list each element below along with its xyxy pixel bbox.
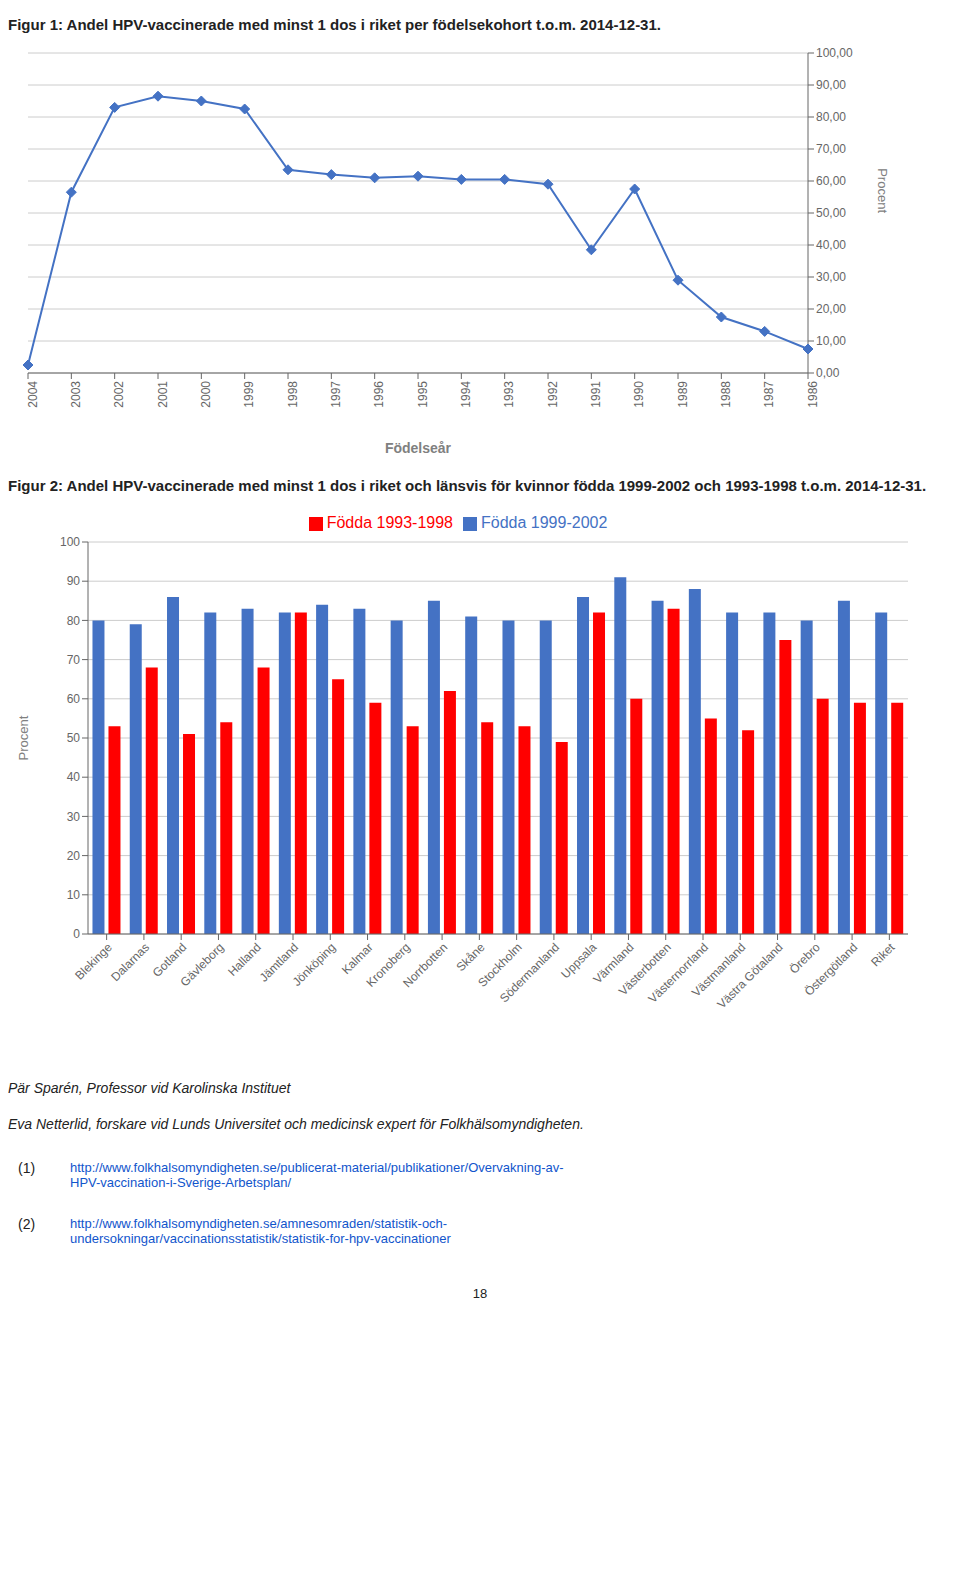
svg-text:Västmanland: Västmanland (689, 940, 749, 1000)
svg-text:1995: 1995 (416, 381, 430, 408)
svg-text:60,00: 60,00 (816, 174, 846, 188)
html-text:18: 18 (472, 1286, 488, 1301)
svg-text:1987: 1987 (762, 381, 776, 408)
svg-text:Procent: Procent (875, 168, 890, 213)
svg-text:Dalarnas: Dalarnas (108, 940, 152, 984)
svg-text:Uppsala: Uppsala (558, 940, 600, 982)
svg-text:2000: 2000 (199, 381, 213, 408)
svg-text:10: 10 (67, 888, 81, 902)
svg-text:40: 40 (67, 770, 81, 784)
svg-text:50: 50 (67, 731, 81, 745)
svg-text:10,00: 10,00 (816, 334, 846, 348)
svg-text:1986: 1986 (806, 381, 820, 408)
svg-text:100: 100 (60, 535, 80, 549)
svg-text:Gotland: Gotland (149, 940, 190, 980)
svg-text:2001: 2001 (156, 381, 170, 408)
svg-text:Örebro: Örebro (787, 940, 824, 977)
svg-text:Västernorrland: Västernorrland (645, 940, 712, 1006)
svg-text:Kronoberg: Kronoberg (363, 940, 413, 990)
svg-text:Födelseår: Födelseår (385, 440, 452, 456)
svg-text:1989: 1989 (676, 381, 690, 408)
html-text:undersokningar/vaccinationssta: undersokningar/vaccinationsstatistik/sta… (70, 1231, 451, 1246)
html-text:Eva Netterlid, forskare vid Lu: Eva Netterlid, forskare vid Lunds Univer… (8, 1116, 584, 1132)
svg-text:100,00: 100,00 (816, 46, 853, 60)
html-text:Födda 1993-1998: Födda 1993-1998 (326, 514, 453, 531)
svg-text:1998: 1998 (286, 381, 300, 408)
svg-text:Jämtland: Jämtland (256, 940, 302, 985)
svg-text:Jönköping: Jönköping (290, 940, 339, 989)
html-text:(2): (2) (18, 1216, 36, 1232)
svg-text:30: 30 (67, 810, 81, 824)
svg-text:Halland: Halland (225, 940, 264, 979)
svg-text:2004: 2004 (26, 381, 40, 408)
svg-text:50,00: 50,00 (816, 206, 846, 220)
svg-text:Västra Götaland: Västra Götaland (714, 940, 785, 1011)
svg-text:20,00: 20,00 (816, 302, 846, 316)
html-text:http://www.folkhalsomyndighete: http://www.folkhalsomyndigheten.se/publi… (70, 1160, 564, 1175)
html-text:Pär Sparén, Professor vid Karo: Pär Sparén, Professor vid Karolinska Ins… (8, 1080, 291, 1096)
svg-text:Riket: Riket (868, 940, 898, 970)
svg-text:1999: 1999 (242, 381, 256, 408)
svg-text:1993: 1993 (502, 381, 516, 408)
svg-text:Skåne: Skåne (454, 940, 488, 974)
html-text:HPV-vaccination-i-Sverige-Arbe: HPV-vaccination-i-Sverige-Arbetsplan/ (70, 1175, 292, 1190)
svg-text:1992: 1992 (546, 381, 560, 408)
svg-text:Västerbotten: Västerbotten (615, 940, 674, 999)
svg-text:Kalmar: Kalmar (339, 940, 376, 977)
svg-text:80: 80 (67, 614, 81, 628)
svg-text:1991: 1991 (589, 381, 603, 408)
svg-text:1997: 1997 (329, 381, 343, 408)
html-text:(1): (1) (18, 1160, 36, 1176)
svg-text:20: 20 (67, 849, 81, 863)
svg-text:70: 70 (67, 653, 81, 667)
svg-text:Norrbotten: Norrbotten (400, 940, 450, 990)
html-text:http://www.folkhalsomyndighete: http://www.folkhalsomyndigheten.se/amnes… (70, 1216, 448, 1231)
html-text:Födda 1999-2002: Födda 1999-2002 (481, 514, 608, 531)
svg-text:2002: 2002 (112, 381, 126, 408)
svg-text:80,00: 80,00 (816, 110, 846, 124)
svg-text:90,00: 90,00 (816, 78, 846, 92)
svg-text:90: 90 (67, 574, 81, 588)
svg-text:1988: 1988 (719, 381, 733, 408)
svg-text:70,00: 70,00 (816, 142, 846, 156)
svg-text:60: 60 (67, 692, 81, 706)
svg-text:0,00: 0,00 (816, 366, 840, 380)
svg-text:2003: 2003 (69, 381, 83, 408)
svg-text:Procent: Procent (16, 715, 31, 760)
svg-text:0: 0 (73, 927, 80, 941)
html-text:Figur 2: Andel HPV-vaccinerade: Figur 2: Andel HPV-vaccinerade med minst… (8, 477, 927, 494)
html-text:Figur 1: Andel HPV-vaccinerade: Figur 1: Andel HPV-vaccinerade med minst… (8, 16, 661, 33)
svg-text:40,00: 40,00 (816, 238, 846, 252)
svg-text:Blekinge: Blekinge (72, 940, 115, 983)
svg-text:Södermanland: Södermanland (497, 940, 562, 1005)
svg-text:Östergötland: Östergötland (802, 940, 860, 998)
svg-text:1996: 1996 (372, 381, 386, 408)
svg-text:1990: 1990 (632, 381, 646, 408)
svg-text:Värmland: Värmland (590, 940, 637, 987)
svg-text:1994: 1994 (459, 381, 473, 408)
svg-text:Stockholm: Stockholm (475, 940, 525, 990)
svg-text:Gävleborg: Gävleborg (178, 940, 227, 989)
svg-text:30,00: 30,00 (816, 270, 846, 284)
